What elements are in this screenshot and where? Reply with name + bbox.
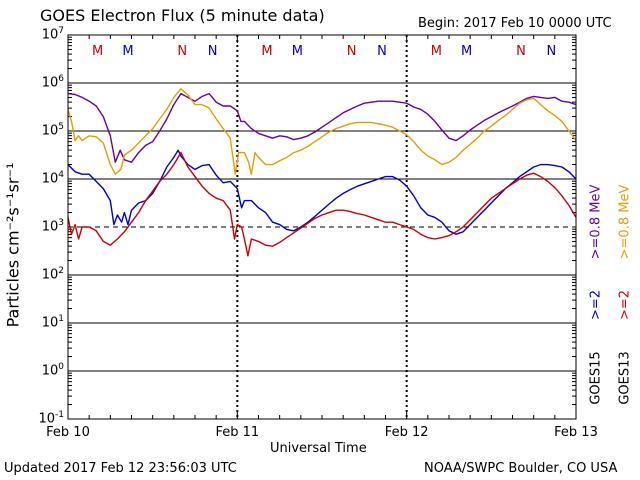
series-line-0	[67, 92, 577, 163]
marker-6: N	[347, 44, 357, 59]
marker-7: N	[377, 44, 387, 59]
marker-2: N	[177, 44, 187, 59]
chart-grid	[67, 35, 577, 419]
marker-9: M	[461, 44, 472, 59]
legend-goes15-geq08: >=0.8 MeV	[588, 184, 604, 260]
marker-4: M	[261, 44, 272, 59]
y-tick-label: 104	[41, 170, 64, 187]
marker-11: N	[546, 44, 556, 59]
y-tick-label: 102	[41, 266, 64, 283]
y-tick-label: 101	[41, 314, 64, 331]
marker-1: M	[122, 44, 133, 59]
marker-5: M	[292, 44, 303, 59]
begin-date: Begin: 2017 Feb 10 0000 UTC	[418, 16, 612, 31]
marker-3: N	[208, 44, 218, 59]
y-tick-label: 100	[41, 362, 64, 379]
x-tick-label: Feb 11	[215, 425, 260, 440]
marker-0: M	[92, 44, 103, 59]
series-line-3	[67, 151, 577, 257]
y-tick-label: 106	[41, 74, 64, 91]
x-tick-label: Feb 10	[46, 425, 90, 440]
chart-series	[67, 88, 577, 257]
y-tick-label: 107	[41, 26, 64, 43]
chart-title: GOES Electron Flux (5 minute data)	[40, 6, 325, 25]
series-line-2	[67, 149, 577, 235]
x-tick-label: Feb 12	[384, 425, 429, 440]
y-tick-label: 103	[41, 218, 64, 235]
series-line-1	[67, 88, 577, 175]
legend-goes15-geq2: >=2	[588, 289, 604, 321]
marker-8: M	[431, 44, 442, 59]
x-tick-label: Feb 13	[554, 425, 598, 440]
legend-goes15-sat: GOES15	[588, 351, 604, 405]
y-tick-label: 10-1	[38, 410, 64, 427]
legend-goes13-geq2: >=2	[617, 289, 633, 321]
plot-frame	[67, 34, 577, 420]
marker-10: N	[516, 44, 526, 59]
legend-goes13-sat: GOES13	[617, 351, 633, 405]
x-axis-label: Universal Time	[270, 441, 367, 456]
legend-goes13-geq08: >=0.8 MeV	[617, 184, 633, 260]
footer-updated: Updated 2017 Feb 12 23:56:03 UTC	[4, 461, 237, 476]
footer-source: NOAA/SWPC Boulder, CO USA	[424, 461, 618, 476]
y-axis-label: Particles cm⁻²s⁻¹sr⁻¹	[3, 162, 23, 328]
y-tick-label: 105	[41, 122, 64, 139]
